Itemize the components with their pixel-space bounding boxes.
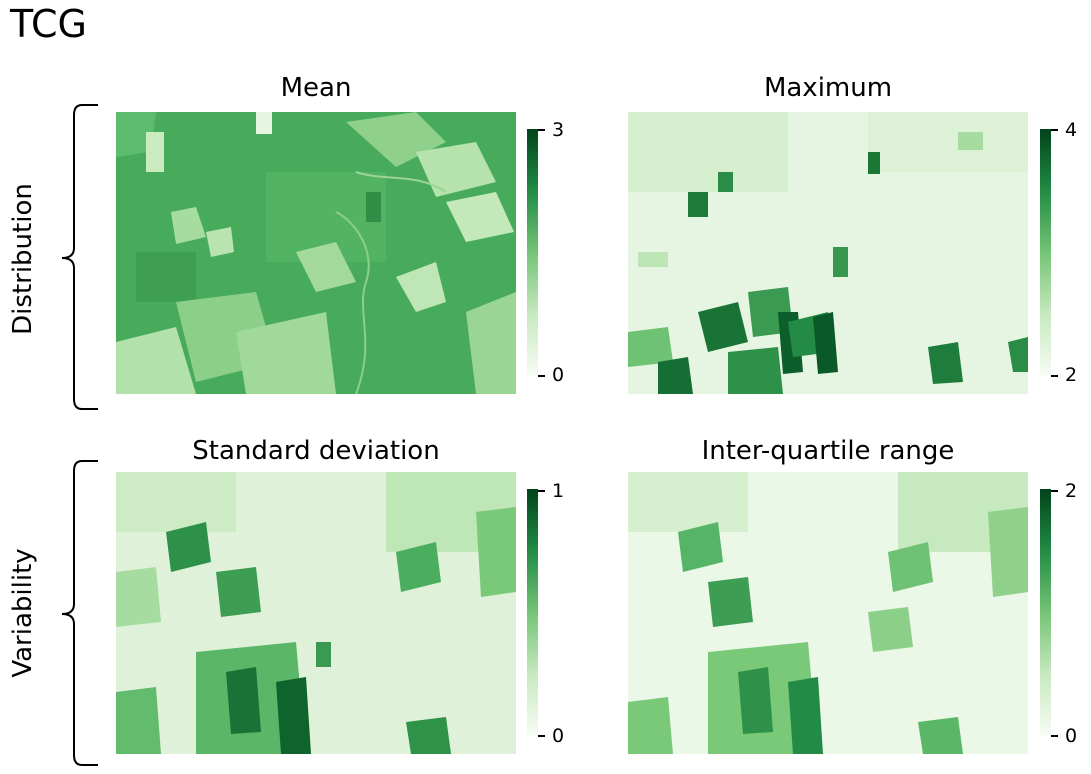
panel-title-mean: Mean — [280, 73, 352, 103]
brace-distribution — [61, 104, 98, 410]
panel-title-maximum: Maximum — [763, 73, 893, 103]
colorbar-maximum — [1040, 129, 1051, 376]
colorbar-iqr — [1040, 489, 1051, 736]
colorbar-std-max: 1 — [552, 480, 565, 502]
colorbar-iqr-min: 0 — [1065, 725, 1078, 747]
brace-variability — [61, 460, 98, 766]
panel-title-iqr: Inter-quartile range — [701, 436, 955, 466]
tick-mark — [1051, 735, 1058, 737]
tick-mark — [538, 490, 545, 492]
colorbar-mean-min: 0 — [552, 364, 565, 386]
colorbar-maximum-min: 2 — [1065, 364, 1078, 386]
panel-title-std: Standard deviation — [192, 436, 440, 466]
tick-mark — [538, 129, 545, 131]
tick-mark — [1051, 375, 1058, 377]
heatmap-mean — [116, 112, 516, 394]
figure-title: TCG — [10, 2, 87, 46]
colorbar-maximum-max: 4 — [1065, 119, 1078, 141]
tick-mark — [538, 735, 545, 737]
tick-mark — [538, 375, 545, 377]
tick-mark — [1051, 490, 1058, 492]
colorbar-mean-max: 3 — [552, 119, 565, 141]
tick-mark — [1051, 129, 1058, 131]
colorbar-std-min: 0 — [552, 725, 565, 747]
colorbar-mean — [527, 129, 538, 376]
colorbar-std — [527, 489, 538, 736]
colorbar-iqr-max: 2 — [1065, 480, 1078, 502]
row-label-variability: Variability — [8, 548, 38, 678]
row-label-distribution: Distribution — [8, 183, 38, 335]
heatmap-iqr — [628, 472, 1028, 754]
heatmap-maximum — [628, 112, 1028, 394]
heatmap-std — [116, 472, 516, 754]
